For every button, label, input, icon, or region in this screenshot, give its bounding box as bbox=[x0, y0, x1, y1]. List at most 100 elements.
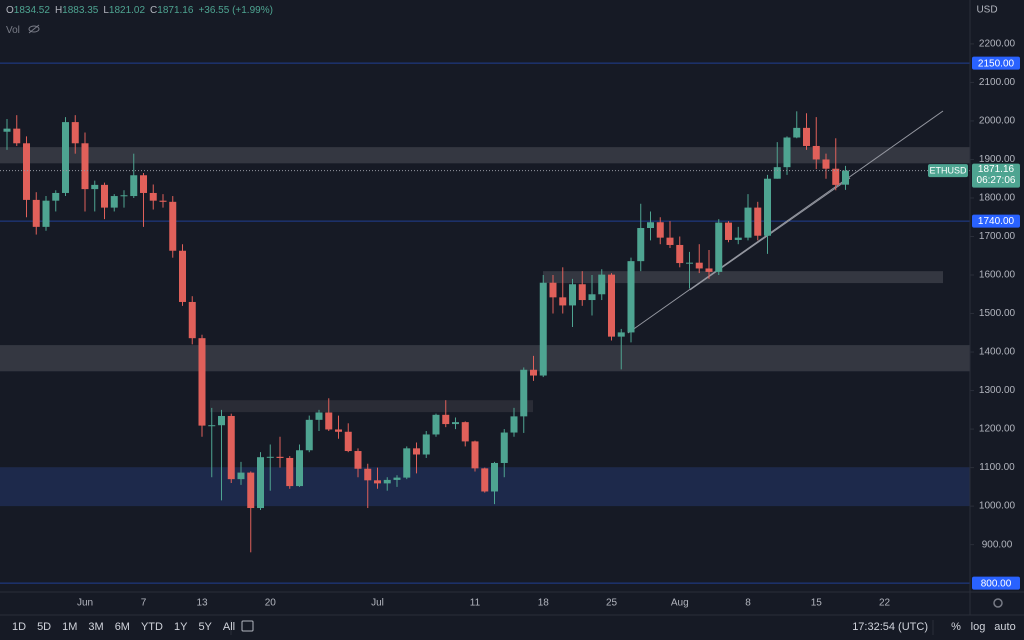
candle-body bbox=[81, 143, 89, 190]
y-tick-label: 1100.00 bbox=[979, 462, 1015, 473]
settings-icon[interactable] bbox=[993, 598, 1003, 608]
candle-body bbox=[705, 268, 713, 272]
ohlc-value: 1883.35 bbox=[62, 5, 99, 16]
candles bbox=[0, 111, 970, 553]
candle-body bbox=[569, 284, 576, 306]
hide-icon[interactable] bbox=[27, 24, 41, 34]
last-price: 1871.16 bbox=[978, 164, 1015, 175]
levels bbox=[0, 62, 970, 584]
range-button[interactable]: YTD bbox=[141, 621, 163, 633]
level-badge bbox=[972, 56, 1020, 70]
range-button[interactable]: 5Y bbox=[198, 621, 212, 633]
y-tick-label: 1300.00 bbox=[979, 385, 1016, 396]
candle-body bbox=[374, 480, 381, 484]
price-badge bbox=[972, 163, 1020, 188]
candle-body bbox=[656, 222, 664, 238]
range-button[interactable]: 5D bbox=[37, 621, 51, 633]
candle-body bbox=[793, 127, 801, 138]
candle-body bbox=[286, 457, 294, 487]
x-tick-label: 7 bbox=[141, 598, 147, 609]
candle-body bbox=[676, 244, 684, 264]
candle-body bbox=[110, 196, 118, 208]
ohlc-value: 1871.16 bbox=[157, 5, 194, 16]
date-range-icon[interactable] bbox=[241, 620, 254, 632]
x-tick-label: 20 bbox=[265, 598, 277, 609]
trend-line bbox=[627, 110, 944, 334]
symbol-label: ETHUSD bbox=[929, 165, 967, 175]
candle-body bbox=[695, 262, 703, 269]
scale-option[interactable]: % bbox=[951, 621, 961, 633]
candle-body bbox=[842, 170, 849, 185]
x-tick-label: 22 bbox=[879, 598, 891, 609]
x-tick-label: 13 bbox=[196, 598, 208, 609]
candle-body bbox=[91, 184, 99, 190]
ohlc-label: H bbox=[54, 5, 63, 16]
candle-body bbox=[32, 199, 40, 227]
candle-body bbox=[588, 294, 596, 301]
candle-body bbox=[159, 200, 167, 202]
candle-body bbox=[52, 192, 60, 201]
ohlc-label: O bbox=[6, 5, 14, 16]
symbol-badge bbox=[928, 164, 968, 178]
ohlc-label: L bbox=[103, 5, 109, 16]
candle-body bbox=[773, 167, 781, 179]
currency: USD bbox=[976, 5, 997, 16]
candle-body bbox=[452, 422, 459, 425]
candle-body bbox=[500, 432, 508, 463]
scale-option[interactable]: log bbox=[971, 621, 986, 633]
candle-body bbox=[247, 472, 255, 509]
candle-body bbox=[559, 297, 567, 306]
candle-body bbox=[627, 261, 635, 333]
candle-body bbox=[598, 274, 606, 295]
candle-body bbox=[413, 448, 420, 455]
y-tick-label: 1400.00 bbox=[979, 347, 1016, 358]
candle-body bbox=[803, 127, 810, 146]
candle-body bbox=[188, 301, 196, 339]
candle-body bbox=[715, 222, 723, 272]
level-label: 2150.00 bbox=[978, 58, 1015, 69]
candle-body bbox=[325, 412, 333, 430]
candle-body bbox=[461, 422, 469, 442]
candle-body bbox=[530, 369, 537, 376]
range-button[interactable]: 1D bbox=[12, 621, 26, 633]
candle-body bbox=[725, 222, 732, 240]
candle-body bbox=[179, 250, 186, 302]
range-button[interactable]: 1Y bbox=[174, 621, 188, 633]
candle-body bbox=[617, 332, 625, 337]
candle-body bbox=[218, 415, 225, 426]
range-button[interactable]: 3M bbox=[88, 621, 103, 633]
candle-body bbox=[403, 448, 411, 478]
y-tick-label: 1900.00 bbox=[979, 154, 1016, 165]
range-button[interactable]: 1M bbox=[62, 621, 77, 633]
candle-body bbox=[257, 457, 264, 509]
x-tick-label: 11 bbox=[470, 598, 481, 609]
candle-body bbox=[764, 178, 771, 236]
candle-body bbox=[71, 122, 79, 144]
clock: 17:32:54 (UTC) bbox=[852, 621, 928, 633]
candle-body bbox=[13, 128, 21, 144]
range-button[interactable]: 6M bbox=[115, 621, 130, 633]
x-tick-label: 25 bbox=[606, 598, 618, 609]
candle-body bbox=[520, 369, 528, 417]
scale-option[interactable]: auto bbox=[994, 621, 1015, 633]
range-button[interactable]: All bbox=[223, 621, 235, 633]
y-tick-label: 1600.00 bbox=[979, 270, 1016, 281]
x-tick-label: 15 bbox=[811, 598, 823, 609]
price-axis bbox=[970, 0, 1024, 615]
change: +36.55 (+1.99%) bbox=[198, 5, 273, 16]
level-label: 800.00 bbox=[981, 578, 1012, 589]
candle-body bbox=[822, 159, 830, 169]
candle-body bbox=[335, 429, 342, 432]
candle-body bbox=[812, 145, 820, 160]
candle-body bbox=[120, 195, 128, 197]
candle-body bbox=[296, 450, 303, 487]
volume-label: Vol bbox=[6, 25, 20, 36]
candle-body bbox=[686, 262, 693, 264]
x-tick-label: Jun bbox=[77, 598, 93, 609]
candle-body bbox=[578, 284, 586, 301]
candle-body bbox=[130, 175, 138, 197]
ohlc-value: 1821.02 bbox=[108, 5, 146, 16]
candle-body bbox=[198, 338, 206, 426]
candle-body bbox=[208, 425, 216, 427]
ohlc-header: O1834.52 H1883.35 L1821.02 C1871.16 +36.55 (… bbox=[6, 5, 278, 16]
